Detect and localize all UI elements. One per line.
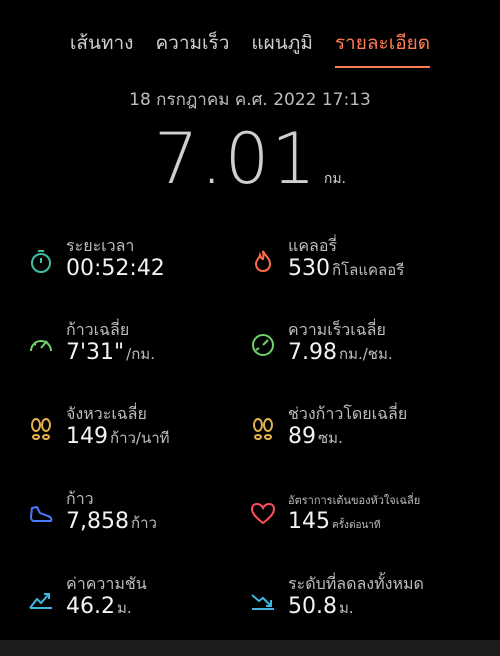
metric-avg-pace: ก้าวเฉลี่ย 7'31"/กม. (28, 318, 248, 378)
distance-unit: กม. (323, 171, 346, 187)
metric-value: 46.2 (66, 594, 115, 619)
metric-value: 89 (288, 424, 316, 449)
metric-value: 7'31" (66, 340, 125, 365)
metric-label: จังหวะเฉลี่ย (66, 404, 147, 423)
metric-unit: ม. (116, 599, 132, 617)
metric-calories: แคลอรี่ 530 กิโลแคลอรี (250, 234, 470, 294)
metric-label: ความเร็วเฉลี่ย (288, 320, 386, 339)
bottom-bar (0, 640, 500, 656)
metric-label: ช่วงก้าวโดยเฉลี่ย (288, 404, 408, 423)
metric-steps: ก้าว 7,858 ก้าว (28, 487, 248, 547)
metric-label: ก้าวเฉลี่ย (66, 320, 130, 339)
workout-datetime: 18 กรกฎาคม ค.ศ. 2022 17:13 (129, 90, 371, 110)
metric-value: 50.8 (288, 594, 337, 619)
tab-route[interactable]: เส้นทาง (69, 32, 134, 54)
metric-unit: กม./ชม. (338, 345, 393, 363)
tab-chart[interactable]: แผนภูมิ (251, 32, 313, 54)
elevation-up-icon (29, 593, 52, 609)
metric-label: ระยะเวลา (66, 236, 135, 255)
distance-display: 7.01 กม. (0, 118, 500, 200)
metric-value: 145 (288, 509, 330, 534)
metric-unit: ก้าว (130, 514, 157, 532)
metric-unit: ม. (338, 599, 354, 617)
tab-bar: เส้นทาง ความเร็ว แผนภูมิ รายละเอียด (0, 28, 500, 68)
distance-value: 7.01 (153, 118, 318, 200)
timer-icon (31, 250, 51, 273)
metric-avg-stride: ช่วงก้าวโดยเฉลี่ย 89 ซม. (250, 402, 470, 462)
elevation-down-icon (251, 594, 274, 610)
heart-icon (250, 502, 276, 525)
metric-value: 530 (288, 256, 330, 281)
tab-speed[interactable]: ความเร็ว (155, 32, 230, 54)
metric-unit: ก้าว/นาที (110, 429, 170, 447)
metric-label: ระดับที่ลดลงทั้งหมด (288, 574, 424, 593)
metric-label: อัตราการเต้นของหัวใจเฉลี่ย (288, 494, 421, 507)
metric-label: ก้าว (66, 489, 94, 508)
metric-unit: /กม. (126, 345, 155, 363)
metric-unit: ครั้งต่อนาที (332, 520, 381, 531)
metric-avg-speed: ความเร็วเฉลี่ย 7.98 กม./ชม. (250, 318, 470, 378)
footprints-icon (31, 418, 51, 440)
metric-value: 7.98 (288, 340, 337, 365)
pace-gauge-icon (30, 340, 52, 352)
metric-elevation-gain: ค่าความชัน 46.2 ม. (28, 572, 248, 632)
speed-gauge-icon (252, 334, 274, 356)
footprints-icon (253, 418, 273, 440)
metric-unit: ซม. (318, 429, 343, 447)
metric-value: 00:52:42 (66, 256, 165, 281)
tab-details[interactable]: รายละเอียด (334, 28, 431, 68)
shoe-icon (30, 506, 53, 522)
metric-total-descent: ระดับที่ลดลงทั้งหมด 50.8 ม. (250, 572, 470, 632)
metric-avg-heart-rate: อัตราการเต้นของหัวใจเฉลี่ย 145 ครั้งต่อนา… (250, 487, 470, 547)
metric-value: 149 (66, 424, 108, 449)
metric-label: แคลอรี่ (288, 236, 338, 255)
metric-label: ค่าความชัน (66, 574, 147, 593)
flame-icon (254, 250, 272, 273)
metric-avg-cadence: จังหวะเฉลี่ย 149 ก้าว/นาที (28, 402, 248, 462)
metric-unit: กิโลแคลอรี (332, 261, 405, 279)
metric-duration: ระยะเวลา 00:52:42 (28, 234, 248, 294)
metric-value: 7,858 (66, 509, 129, 534)
